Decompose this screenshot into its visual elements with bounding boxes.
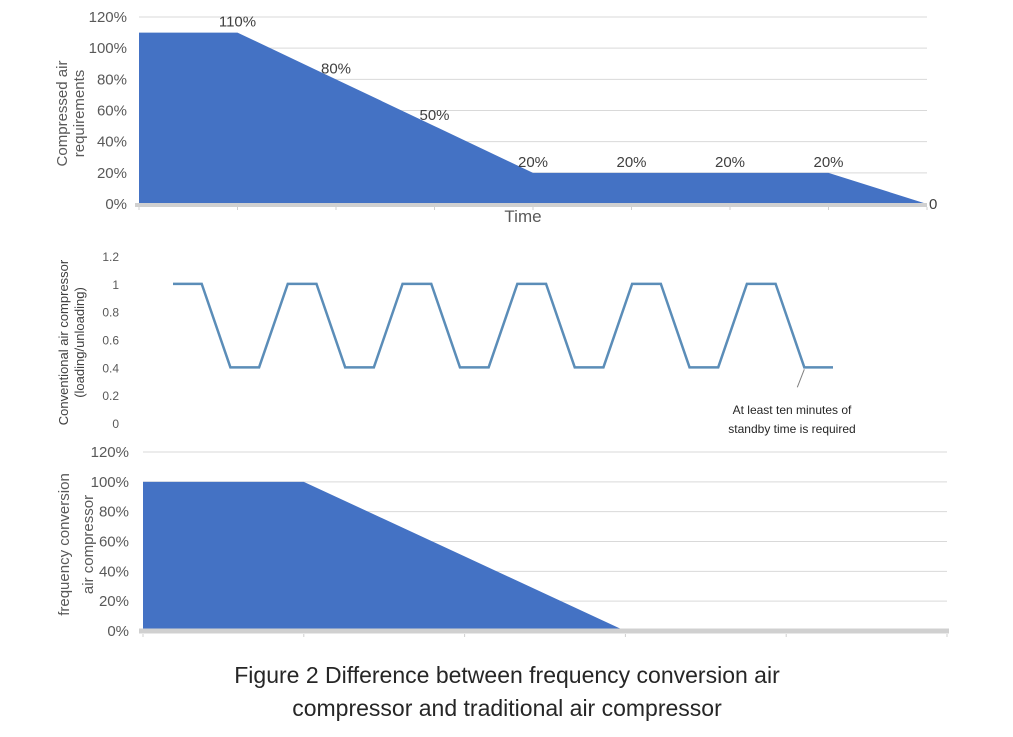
y-tick-label: 0% (107, 623, 129, 640)
y-tick-label: 1 (112, 278, 119, 292)
data-label: 20% (518, 154, 548, 171)
y-tick-label: 100% (89, 40, 127, 57)
chart-compressed-air-requirements: 0% 20% 40% 60% 80% 100% 120% 110% 80% 50% 20% 20% 20… (54, 9, 937, 226)
area-series (139, 32, 927, 205)
chart-conventional-air-compressor: 0 0.2 0.4 0.6 0.8 1 1.2 At least ten minutes of… (56, 250, 856, 436)
y-axis-title: frequency conversion air compressor (56, 473, 97, 616)
line-series (173, 282, 833, 369)
y-tick-label: 40% (97, 134, 127, 151)
x-axis-title: Time (504, 207, 541, 226)
y-axis-title: Compressed airrequirements (54, 61, 88, 167)
area-series (143, 481, 947, 631)
y-tick-label: 0% (105, 196, 127, 213)
y-axis-title-line: requirements (71, 70, 88, 158)
y-axis-title: Conventional air compressor(loading/unlo… (56, 259, 87, 425)
y-axis-title-line: frequency conversion (56, 473, 73, 616)
data-label: 80% (321, 60, 351, 77)
y-tick-label: 0.4 (102, 361, 119, 375)
y-axis-title-line: Conventional air compressor (56, 259, 71, 425)
y-tick-label: 60% (99, 534, 129, 551)
y-axis-title-line: (loading/unloading) (72, 287, 87, 398)
y-tick-label: 0.8 (102, 306, 119, 320)
y-axis-title-line: Compressed air (54, 61, 71, 167)
figure-caption-line-2: compressor and traditional air compresso… (292, 695, 722, 721)
y-tick-label: 120% (89, 9, 127, 26)
y-tick-label: 0.6 (102, 334, 119, 348)
y-tick-label: 0 (112, 417, 119, 431)
y-tick-label: 120% (91, 444, 129, 461)
chart-frequency-conversion-air-compressor: 0% 20% 40% 60% 80% 100% 120% frequency conversi… (56, 444, 949, 640)
y-axis-title-line: air compressor (80, 495, 97, 594)
data-label: 0 (929, 196, 937, 213)
data-label: 50% (419, 107, 449, 124)
y-tick-label: 40% (99, 563, 129, 580)
y-tick-label: 20% (97, 165, 127, 182)
annotation-leader-line (796, 369, 805, 388)
data-label: 20% (616, 154, 646, 171)
data-label: 20% (715, 154, 745, 171)
y-tick-label: 80% (97, 71, 127, 88)
y-tick-label: 20% (99, 593, 129, 610)
data-label: 20% (813, 154, 843, 171)
y-tick-label: 0.2 (102, 389, 119, 403)
annotation-line: standby time is required (728, 422, 855, 436)
annotation-line: At least ten minutes of (733, 403, 852, 417)
y-tick-label: 100% (91, 474, 129, 491)
annotation-text: At least ten minutes of standby time is r… (728, 403, 855, 436)
figure-caption-line-1: Figure 2 Difference between frequency co… (234, 662, 780, 688)
y-tick-label: 60% (97, 103, 127, 120)
y-tick-label: 1.2 (102, 250, 119, 264)
data-label: 110% (219, 14, 256, 31)
y-tick-label: 80% (99, 504, 129, 521)
